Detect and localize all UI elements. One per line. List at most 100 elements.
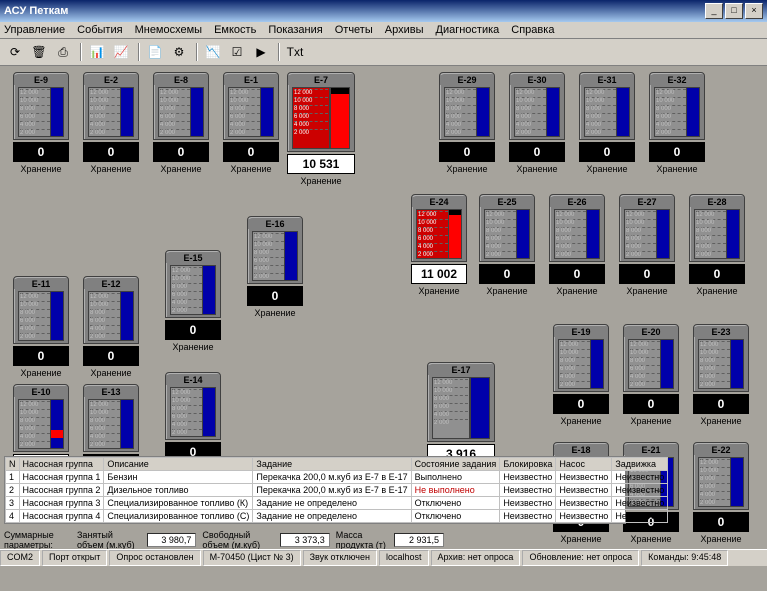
tank-label: Хранение: [552, 534, 610, 544]
tank-readout: 0: [623, 394, 679, 414]
tank-readout: 0: [439, 142, 495, 162]
grid-cell: 1: [6, 471, 20, 484]
tank-e25[interactable]: Е-2512 00010 0008 0006 0004 0002 0000Хра…: [478, 194, 536, 296]
grid-cell: Неизвестно: [556, 510, 612, 523]
tank-readout: 0: [509, 142, 565, 162]
tank-label: Хранение: [438, 164, 496, 174]
grid-header[interactable]: Насос: [556, 458, 612, 471]
table-row[interactable]: 3Насосная группа 3Специализированное топ…: [6, 497, 668, 510]
toolbar-button[interactable]: ▶: [250, 41, 272, 63]
toolbar-button[interactable]: ⟳: [4, 41, 26, 63]
grid-cell: Отключено: [411, 510, 500, 523]
summary-title: Суммарные параметры:: [4, 530, 71, 550]
toolbar-button[interactable]: Txt: [284, 41, 306, 63]
menu-Справка[interactable]: Справка: [511, 24, 554, 36]
tank-header: Е-2: [84, 75, 138, 85]
grid-header[interactable]: N: [6, 458, 20, 471]
menu-Показания[interactable]: Показания: [268, 24, 322, 36]
grid-cell: Неизвестно: [500, 471, 556, 484]
toolbar-button[interactable]: 📈: [110, 41, 132, 63]
grid-cell: Специализированное топливо (К): [104, 497, 253, 510]
grid-header[interactable]: Задвижка: [612, 458, 668, 471]
toolbar-button[interactable]: 📉: [202, 41, 224, 63]
summary-f3-value: 2 931,5: [394, 533, 444, 547]
table-row[interactable]: 2Насосная группа 2Дизельное топливоПерек…: [6, 484, 668, 497]
menu-Емкость[interactable]: Емкость: [214, 24, 256, 36]
tank-label: Хранение: [152, 164, 210, 174]
summary-bar: Суммарные параметры: Занятый объем (м.ку…: [4, 530, 444, 550]
toolbar-button[interactable]: ⎙: [52, 41, 74, 63]
tank-e24[interactable]: Е-2412 00010 0008 0006 0004 0002 00011 0…: [410, 194, 468, 296]
tank-e9[interactable]: Е-912 00010 0008 0006 0004 0002 0000Хран…: [12, 72, 70, 174]
tank-e16[interactable]: Е-1612 00010 0008 0006 0004 0002 0000Хра…: [246, 216, 304, 318]
toolbar-button[interactable]: ⚙: [168, 41, 190, 63]
grid-cell: 2: [6, 484, 20, 497]
tank-e32[interactable]: Е-3212 00010 0008 0006 0004 0002 0000Хра…: [648, 72, 706, 174]
menu-Диагностика[interactable]: Диагностика: [436, 24, 500, 36]
tank-label: Хранение: [692, 534, 750, 544]
minimize-button[interactable]: _: [705, 3, 723, 19]
grid-header[interactable]: Насосная группа: [19, 458, 104, 471]
summary-f3-label: Масса продукта (т): [336, 530, 389, 550]
toolbar-button[interactable]: ☑: [226, 41, 248, 63]
tank-e19[interactable]: Е-1912 00010 0008 0006 0004 0002 0000Хра…: [552, 324, 610, 426]
tank-header: Е-23: [694, 327, 748, 337]
grid-header[interactable]: Блокировка: [500, 458, 556, 471]
toolbar-button[interactable]: 📄: [144, 41, 166, 63]
tank-e8[interactable]: Е-812 00010 0008 0006 0004 0002 0000Хран…: [152, 72, 210, 174]
tank-header: Е-9: [14, 75, 68, 85]
grid-cell: Неизвестно: [500, 510, 556, 523]
table-row[interactable]: 1Насосная группа 1БензинПерекачка 200,0 …: [6, 471, 668, 484]
tank-header: Е-31: [580, 75, 634, 85]
grid-header[interactable]: Описание: [104, 458, 253, 471]
tank-e2[interactable]: Е-212 00010 0008 0006 0004 0002 0000Хран…: [82, 72, 140, 174]
tank-readout: 0: [619, 264, 675, 284]
menu-Архивы[interactable]: Архивы: [385, 24, 424, 36]
tank-e28[interactable]: Е-2812 00010 0008 0006 0004 0002 0000Хра…: [688, 194, 746, 296]
grid-header[interactable]: Задание: [253, 458, 411, 471]
tank-e22[interactable]: Е-2212 00010 0008 0006 0004 0002 0000Хра…: [692, 442, 750, 544]
summary-f1-label: Занятый объем (м.куб): [77, 530, 141, 550]
menu-Отчеты[interactable]: Отчеты: [335, 24, 373, 36]
tank-header: Е-16: [248, 219, 302, 229]
tank-e23[interactable]: Е-2312 00010 0008 0006 0004 0002 0000Хра…: [692, 324, 750, 426]
tank-e11[interactable]: Е-1112 00010 0008 0006 0004 0002 0000Хра…: [12, 276, 70, 378]
tank-e15[interactable]: Е-1512 00010 0008 0006 0004 0002 0000Хра…: [164, 250, 222, 352]
status-cell: localhost: [379, 550, 429, 566]
grid-cell: 3: [6, 497, 20, 510]
menu-Управление[interactable]: Управление: [4, 24, 65, 36]
toolbar-button[interactable]: 🗑: [28, 41, 50, 63]
tank-readout: 0: [693, 512, 749, 532]
tank-label: Хранение: [548, 286, 606, 296]
table-row[interactable]: 4Насосная группа 4Специализированное топ…: [6, 510, 668, 523]
maximize-button[interactable]: □: [725, 3, 743, 19]
grid-cell: Насосная группа 2: [19, 484, 104, 497]
grid-cell: Отключено: [411, 497, 500, 510]
pump-groups-table[interactable]: NНасосная группаОписаниеЗаданиеСостояние…: [4, 456, 626, 524]
close-button[interactable]: ×: [745, 3, 763, 19]
tank-e31[interactable]: Е-3112 00010 0008 0006 0004 0002 0000Хра…: [578, 72, 636, 174]
tank-header: Е-30: [510, 75, 564, 85]
tank-readout: 0: [223, 142, 279, 162]
tank-e26[interactable]: Е-2612 00010 0008 0006 0004 0002 0000Хра…: [548, 194, 606, 296]
tank-label: Хранение: [688, 286, 746, 296]
tank-e30[interactable]: Е-3012 00010 0008 0006 0004 0002 0000Хра…: [508, 72, 566, 174]
titlebar: АСУ Петкам _ □ ×: [0, 0, 767, 22]
tank-e27[interactable]: Е-2712 00010 0008 0006 0004 0002 0000Хра…: [618, 194, 676, 296]
grid-cell: Неизвестно: [612, 510, 668, 523]
menu-Мнемосхемы[interactable]: Мнемосхемы: [135, 24, 203, 36]
tank-label: Хранение: [508, 164, 566, 174]
tank-label: Хранение: [82, 368, 140, 378]
tank-e20[interactable]: Е-2012 00010 0008 0006 0004 0002 0000Хра…: [622, 324, 680, 426]
menu-События[interactable]: События: [77, 24, 122, 36]
grid-header[interactable]: Состояние задания: [411, 458, 500, 471]
tank-e1[interactable]: Е-112 00010 0008 0006 0004 0002 0000Хран…: [222, 72, 280, 174]
toolbar-button[interactable]: 📊: [86, 41, 108, 63]
tank-label: Хранение: [618, 286, 676, 296]
tank-e12[interactable]: Е-1212 00010 0008 0006 0004 0002 0000Хра…: [82, 276, 140, 378]
menubar: Управление События Мнемосхемы Емкость Показа…: [0, 22, 767, 39]
toolbar: ⟳🗑⎙ 📊📈 📄⚙ 📉☑▶ Txt: [0, 39, 767, 66]
tank-label: Хранение: [478, 286, 536, 296]
tank-e29[interactable]: Е-2912 00010 0008 0006 0004 0002 0000Хра…: [438, 72, 496, 174]
tank-e7[interactable]: Е-712 00010 0008 0006 0004 0002 00010 53…: [286, 72, 356, 186]
